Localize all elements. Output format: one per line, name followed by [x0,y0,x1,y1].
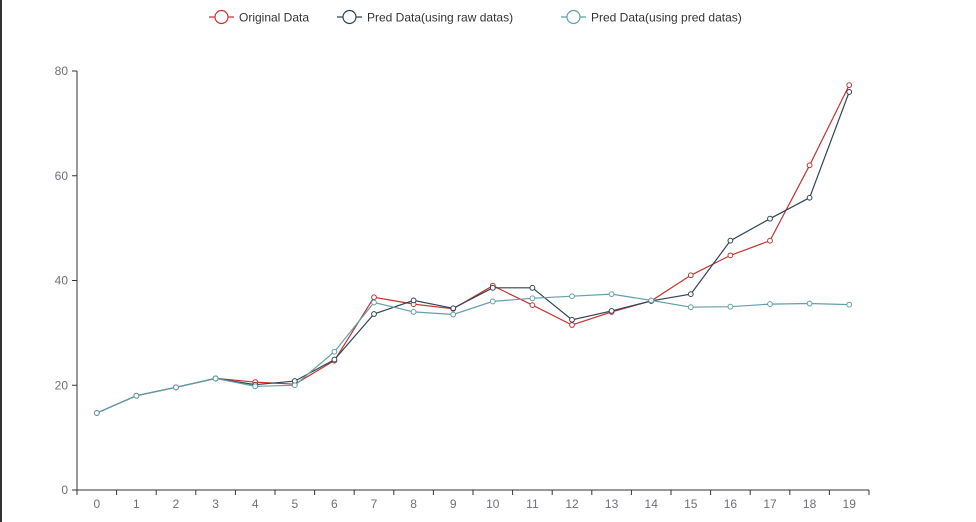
x-tick-label: 14 [645,497,659,511]
legend-label: Original Data [239,11,309,25]
data-point[interactable] [371,299,377,306]
y-tick-label: 20 [55,378,69,392]
x-tick-label: 3 [212,497,219,511]
data-point[interactable] [133,392,140,399]
y-axis: 0 20 40 60 80 [55,64,78,497]
data-point[interactable] [727,252,734,259]
data-point[interactable] [93,410,100,416]
x-tick-label: 7 [371,497,378,511]
data-point[interactable] [687,304,694,311]
data-point[interactable] [727,303,734,310]
data-point[interactable] [806,194,813,201]
data-point[interactable] [767,237,773,244]
data-point[interactable] [212,375,219,382]
series-layer [93,82,853,416]
series-line [96,293,850,414]
x-tick-label: 8 [410,497,417,511]
data-point[interactable] [846,89,853,95]
data-point[interactable] [291,382,298,389]
data-point[interactable] [569,322,575,328]
legend-label: Pred Data(using pred datas) [591,11,742,25]
x-tick-label: 11 [526,497,539,511]
data-point[interactable] [608,307,615,314]
data-point[interactable] [569,293,575,300]
x-tick-label: 2 [173,497,180,511]
data-point[interactable] [410,297,417,304]
legend-item[interactable]: Pred Data(using pred datas) [561,9,742,25]
x-axis: 0 1 2 3 4 5 6 7 8 9 10 11 12 13 14 15 16 17 18 19 [76,489,870,511]
data-point[interactable] [450,305,457,312]
series-line [96,84,850,414]
x-tick-label: 0 [93,497,100,511]
y-tick-label: 60 [55,169,69,183]
data-point[interactable] [410,309,417,315]
data-point[interactable] [371,294,377,301]
data-point[interactable] [371,311,377,317]
data-point[interactable] [608,291,615,298]
y-tick-label: 40 [55,274,69,288]
data-point[interactable] [767,215,773,222]
data-point[interactable] [727,237,734,244]
data-point[interactable] [687,272,694,279]
data-point[interactable] [331,348,338,355]
x-tick-label: 15 [684,497,698,511]
data-point[interactable] [846,301,853,308]
x-tick-label: 6 [331,497,338,511]
x-tick-label: 9 [450,497,457,511]
data-point[interactable] [529,302,536,309]
x-tick-label: 12 [565,497,579,511]
data-point[interactable] [450,311,457,318]
data-point[interactable] [489,298,496,305]
series-line [96,91,850,414]
legend-label: Pred Data(using raw datas) [367,11,513,25]
x-tick-label: 17 [763,497,777,511]
legend-marker [566,9,581,25]
series-1 [93,82,853,416]
data-point[interactable] [806,300,813,307]
data-point[interactable] [252,383,259,390]
x-tick-label: 4 [252,497,259,511]
x-tick-label: 19 [843,497,857,511]
legend-item[interactable]: Original Data [209,9,309,25]
legend-item[interactable]: Pred Data(using raw datas) [337,9,513,25]
data-point[interactable] [648,297,655,304]
data-point[interactable] [529,295,536,302]
data-point[interactable] [173,384,179,391]
x-tick-label: 5 [291,497,298,511]
data-point[interactable] [806,162,813,169]
data-point[interactable] [767,301,773,307]
series-3 [93,291,853,416]
y-tick-label: 80 [55,64,69,78]
data-point[interactable] [489,284,496,291]
x-tick-label: 16 [724,497,738,511]
legend[interactable]: Original Data Pred Data(using raw datas) P… [209,9,742,25]
x-tick-label: 1 [133,497,140,511]
legend-marker [342,9,357,25]
data-point[interactable] [331,356,338,363]
x-tick-label: 10 [486,497,500,511]
x-tick-label: 13 [605,497,619,511]
data-point[interactable] [846,82,853,89]
x-tick-label: 18 [803,497,817,511]
legend-marker [214,9,229,25]
data-point[interactable] [687,291,694,298]
data-point[interactable] [529,284,536,291]
data-point[interactable] [569,316,575,323]
y-tick-label: 0 [61,483,68,497]
